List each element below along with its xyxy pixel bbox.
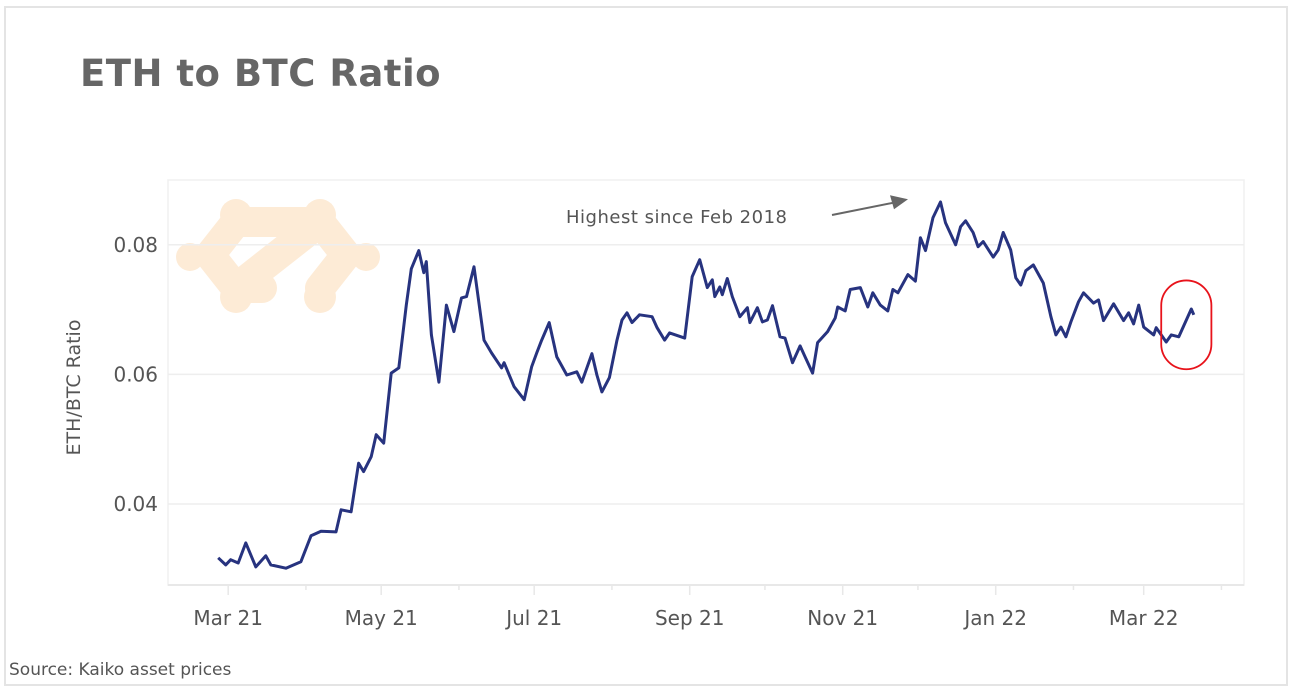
x-tick-label: Jan 22 (962, 606, 1027, 630)
watermark-node (304, 199, 336, 231)
x-tick-label: Sep 21 (655, 606, 725, 630)
annotation-arrow (831, 201, 897, 216)
x-tick-label: Mar 22 (1109, 606, 1179, 630)
annotation-text: Highest since Feb 2018 (566, 207, 787, 228)
arrow-head-icon (889, 195, 908, 210)
watermark-node (176, 243, 204, 271)
y-tick-label: 0.04 (113, 492, 158, 516)
y-axis-label: ETH/BTC Ratio (63, 320, 85, 456)
y-tick-label: 0.06 (113, 362, 158, 386)
x-tick-label: Nov 21 (807, 606, 878, 630)
y-tick-label: 0.08 (113, 233, 158, 257)
x-tick-label: Jul 21 (504, 606, 562, 630)
highlight-ellipse (1160, 279, 1213, 371)
watermark-node (352, 243, 380, 271)
watermark-node (220, 281, 252, 313)
series-line (217, 200, 1196, 570)
kaiko-logo-icon (176, 199, 380, 313)
chart-title: ETH to BTC Ratio (80, 52, 442, 95)
chart-card (4, 6, 1288, 686)
x-tick-label: May 21 (345, 606, 418, 630)
x-tick-label: Mar 21 (193, 606, 263, 630)
watermark-shape (195, 207, 361, 303)
watermark-node (220, 199, 252, 231)
source-note: Source: Kaiko asset prices (9, 660, 232, 680)
watermark-node (304, 281, 336, 313)
